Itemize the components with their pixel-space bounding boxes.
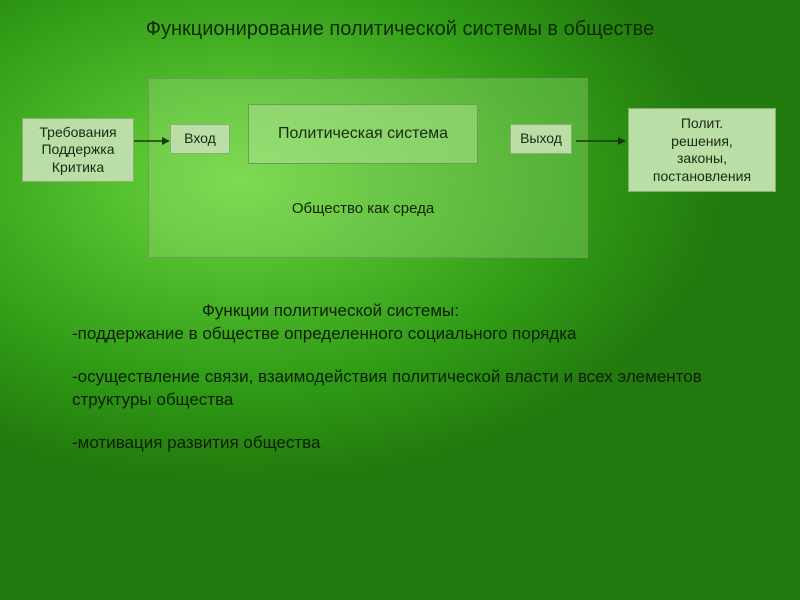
function-item-3: -мотивация развития общества [72, 432, 740, 455]
arrow-input-icon [134, 136, 170, 146]
slide-title: Функционирование политической системы в … [0, 18, 800, 41]
input-line-3: Критика [39, 159, 116, 177]
entry-label: Вход [184, 130, 216, 148]
political-system-label: Политическая система [278, 124, 448, 144]
entry-box: Вход [170, 124, 230, 154]
political-system-box: Политическая система [248, 104, 478, 164]
output-line-4: постановления [653, 168, 751, 186]
input-line-2: Поддержка [39, 141, 116, 159]
input-line-1: Требования [39, 124, 116, 142]
output-line-2: решения, [653, 133, 751, 151]
exit-label: Выход [520, 130, 562, 148]
output-box: Полит. решения, законы, постановления [628, 108, 776, 192]
exit-box: Выход [510, 124, 572, 154]
output-line-3: законы, [653, 150, 751, 168]
arrow-output-icon [576, 136, 626, 146]
input-box: Требования Поддержка Критика [22, 118, 134, 182]
functions-block: Функции политической системы: -поддержан… [72, 300, 740, 455]
functions-heading: Функции политической системы: [72, 300, 740, 323]
function-item-2: -осуществление связи, взаимодействия пол… [72, 366, 740, 412]
environment-label: Общество как среда [248, 200, 478, 217]
output-line-1: Полит. [653, 115, 751, 133]
function-item-1: -поддержание в обществе определенного со… [72, 323, 740, 346]
